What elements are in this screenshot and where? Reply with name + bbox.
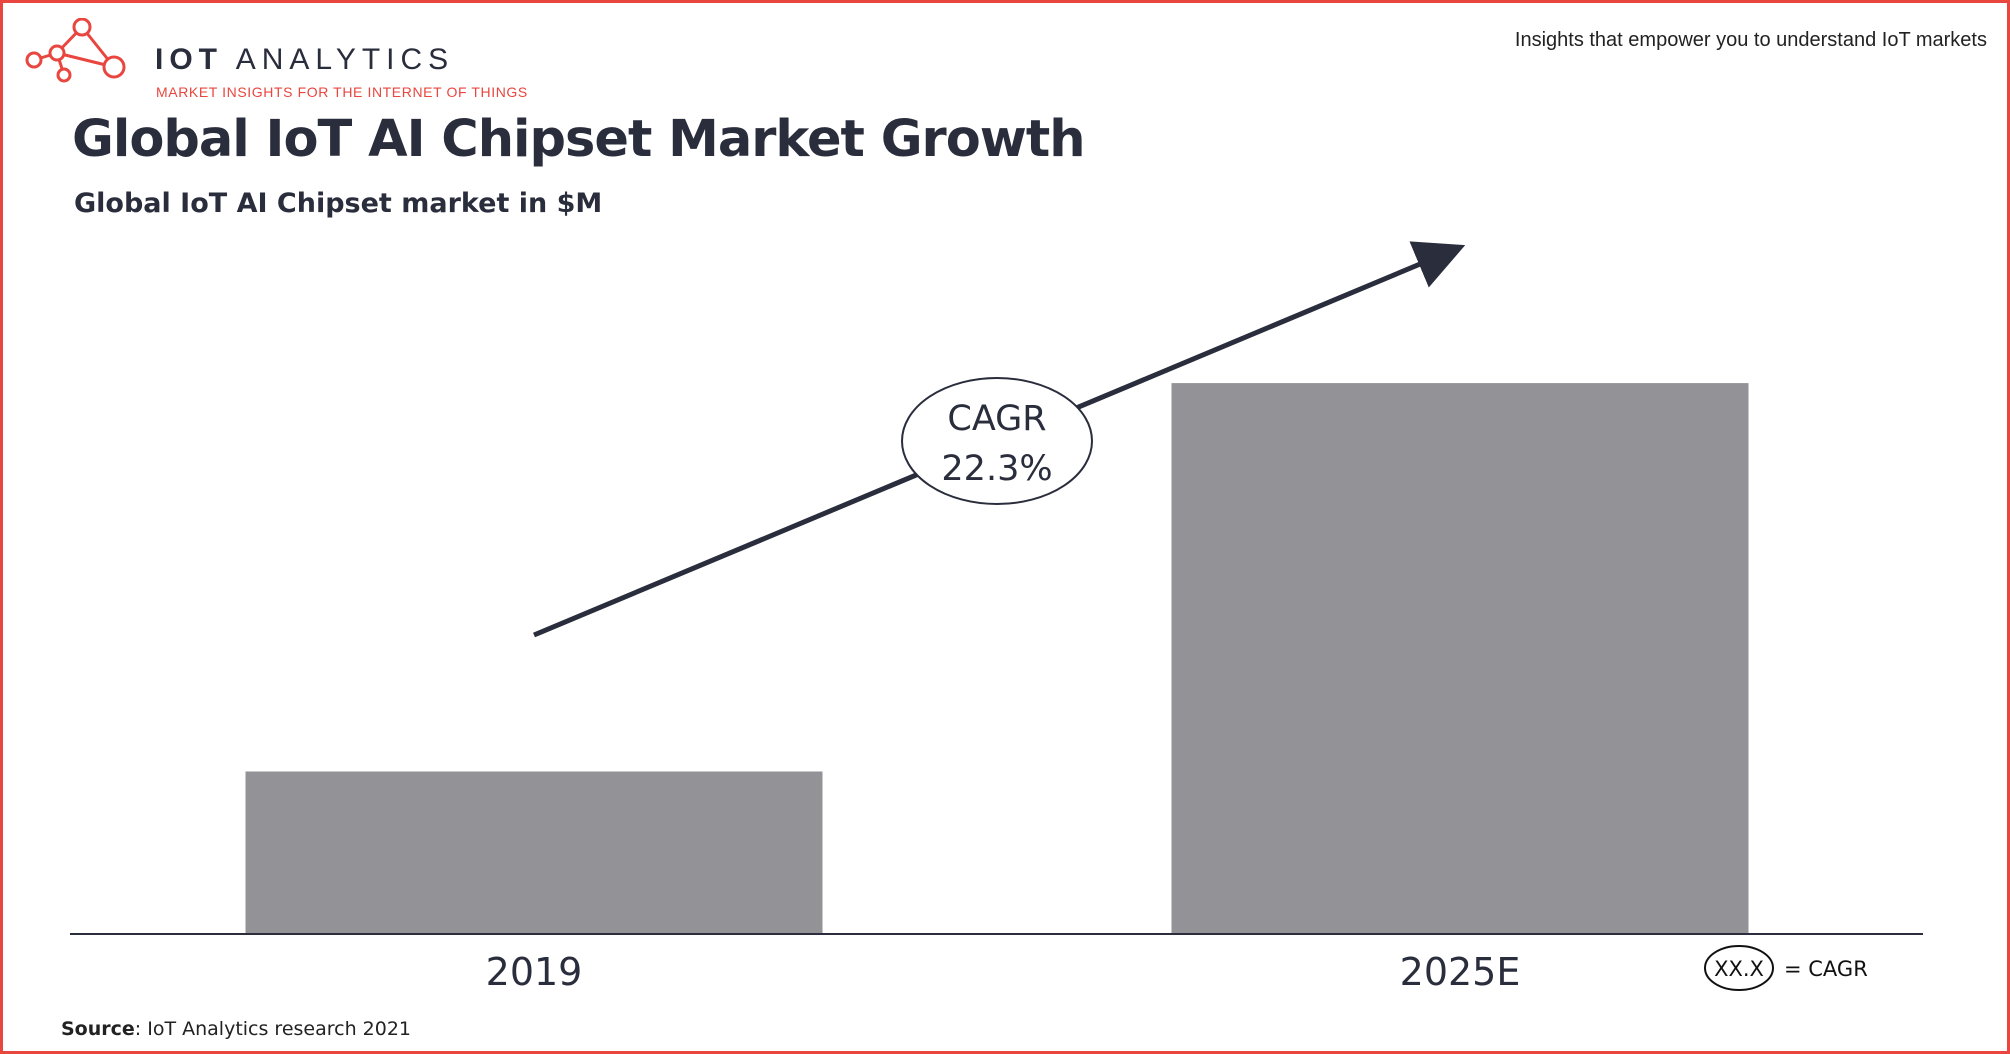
bar-2019 [245,771,823,934]
cagr-value: 22.3% [941,449,1052,489]
chart-title: Global IoT AI Chipset Market Growth [72,110,1086,169]
chart-subtitle: Global IoT AI Chipset market in $M [74,188,603,219]
brand-name: IOT ANALYTICS [155,43,454,77]
legend-symbol-ellipse [1704,945,1774,991]
source-note: Source: IoT Analytics research 2021 [61,1018,411,1040]
cagr-label: CAGR [947,399,1046,439]
x-tick-label-2025e: 2025E [1400,950,1521,994]
molecule-logo-icon [25,18,126,83]
source-label: Source [61,1018,135,1040]
brand-name-bold: IOT [155,43,223,76]
legend-text: = CAGR [1784,957,1868,981]
source-text: : IoT Analytics research 2021 [134,1018,412,1040]
cagr-ellipse [901,377,1093,505]
legend-symbol-text: XX.X [1714,957,1764,981]
cagr-legend: XX.X = CAGR [1704,945,1868,991]
header-tagline: Insights that empower you to understand … [1514,29,1987,51]
brand-name-light: ANALYTICS [235,43,455,76]
brand-logo: IOT ANALYTICS MARKET INSIGHTS FOR THE IN… [22,18,527,100]
cagr-bubble: CAGR 22.3% [901,377,1093,505]
x-tick-label-2019: 2019 [486,950,583,994]
bar-2025e [1171,383,1749,934]
brand-tagline: MARKET INSIGHTS FOR THE INTERNET OF THIN… [156,84,528,100]
